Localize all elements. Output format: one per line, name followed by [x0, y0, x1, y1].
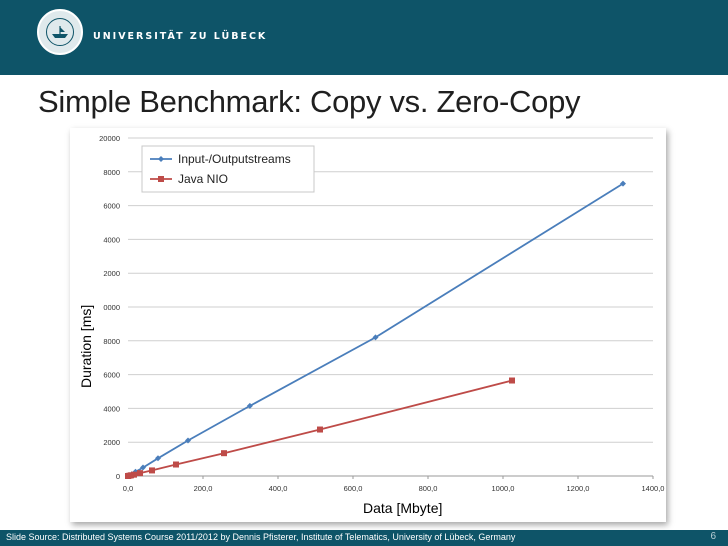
series-line: [127, 182, 624, 477]
x-tick-label: 1400,0: [642, 484, 665, 493]
y-tick-label: 6000: [103, 202, 120, 211]
x-tick-label: 800,0: [419, 484, 438, 493]
data-point: [372, 334, 379, 341]
header-bar: UNIVERSITÄT ZU LÜBECK: [0, 0, 728, 75]
data-point: [173, 461, 179, 468]
data-point: [246, 402, 253, 409]
y-tick-label: 0: [116, 472, 120, 481]
y-tick-label: 2000: [103, 438, 120, 447]
data-point: [131, 471, 137, 478]
legend-label: Input-/Outputstreams: [178, 152, 291, 166]
y-tick-label: 8000: [103, 337, 120, 346]
x-tick-label: 0,0: [123, 484, 133, 493]
page-number: 6: [710, 531, 716, 542]
data-point: [137, 470, 143, 477]
data-point: [509, 377, 515, 384]
benchmark-chart: 0 2000 4000 6000 8000 0000 2000 4000 6000 8000 200…: [99, 134, 665, 493]
university-seal-icon: [37, 9, 83, 55]
university-name: UNIVERSITÄT ZU LÜBECK: [93, 31, 268, 42]
data-point: [155, 455, 161, 462]
y-tick-label: 0000: [103, 303, 120, 312]
legend-label: Java NIO: [178, 172, 228, 186]
x-axis-label: Data [Mbyte]: [363, 500, 443, 516]
y-tick-label: 4000: [103, 235, 120, 244]
y-tick-label: 20000: [99, 134, 120, 143]
x-tick-label: 1200,0: [567, 484, 590, 493]
data-point: [185, 437, 191, 444]
y-tick-label: 2000: [103, 269, 120, 278]
y-tick-label: 8000: [103, 168, 120, 177]
x-tick-label: 200,0: [194, 484, 213, 493]
slide-title: Simple Benchmark: Copy vs. Zero-Copy: [38, 84, 581, 119]
x-tick-label: 600,0: [344, 484, 363, 493]
data-point: [140, 464, 146, 471]
legend-box: [141, 145, 315, 193]
legend-marker: [158, 156, 164, 162]
y-tick-label: 4000: [103, 404, 120, 413]
y-axis-label: Duration [ms]: [78, 304, 94, 388]
data-point: [620, 180, 626, 187]
data-point: [221, 450, 227, 457]
footer-bar: Slide Source: Distributed Systems Course…: [0, 530, 728, 546]
chart-frame: [70, 128, 666, 522]
x-tick-label: 400,0: [269, 484, 288, 493]
x-tick-label: 1000,0: [492, 484, 515, 493]
slide-source-note: Slide Source: Distributed Systems Course…: [6, 532, 516, 542]
y-tick-label: 6000: [103, 371, 120, 380]
legend-marker: [158, 176, 164, 182]
data-point: [149, 467, 155, 474]
data-point: [317, 426, 323, 433]
